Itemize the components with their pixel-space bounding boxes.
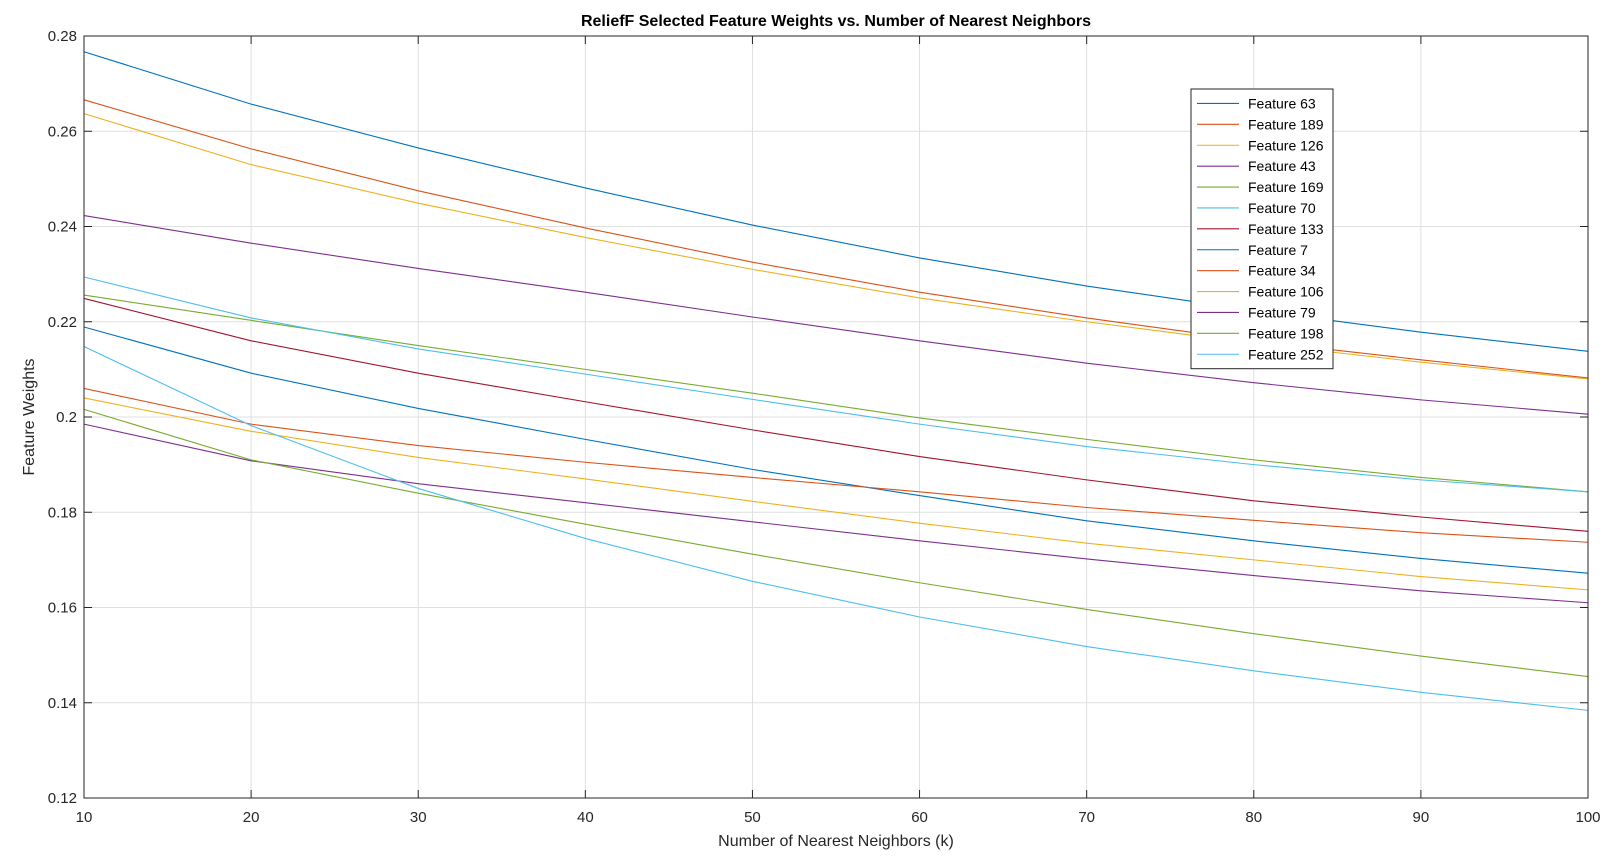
legend-label: Feature 7	[1248, 242, 1308, 258]
legend-label: Feature 169	[1248, 179, 1324, 195]
series-line-feature-198	[83, 408, 1589, 678]
series-line-feature-252	[83, 346, 1589, 711]
series-line-feature-79	[83, 423, 1589, 604]
legend-label: Feature 126	[1248, 137, 1324, 153]
x-tick-label: 40	[577, 809, 594, 826]
series-line-feature-126	[83, 113, 1589, 380]
series-line-feature-133	[83, 297, 1589, 532]
legend-label: Feature 79	[1248, 304, 1316, 320]
legend-label: Feature 198	[1248, 325, 1324, 341]
series-line-feature-43	[83, 215, 1589, 415]
legend: Feature 63 Feature 189 Feature 126 Feature …	[1190, 88, 1334, 370]
y-tick-label: 0.12	[48, 790, 77, 807]
y-tick-label: 0.14	[48, 695, 77, 712]
legend-label: Feature 252	[1248, 346, 1324, 362]
series-line-feature-106	[83, 397, 1589, 591]
y-tick-label: 0.2	[56, 409, 77, 426]
y-tick-label: 0.22	[48, 314, 77, 331]
legend-label: Feature 34	[1248, 263, 1316, 279]
y-tick-label: 0.16	[48, 600, 77, 617]
series-line-feature-70	[83, 276, 1589, 493]
x-tick-label: 10	[76, 809, 93, 826]
series-line-feature-189	[83, 99, 1589, 379]
legend-label: Feature 43	[1248, 158, 1316, 174]
y-tick-label: 0.24	[48, 219, 77, 236]
x-axis-label: Number of Nearest Neighbors (k)	[718, 833, 954, 850]
x-tick-label: 80	[1245, 809, 1262, 826]
x-tick-label: 50	[744, 809, 761, 826]
x-tick-label: 20	[243, 809, 260, 826]
x-tick-label: 70	[1078, 809, 1095, 826]
legend-label: Feature 63	[1248, 95, 1316, 111]
legend-label: Feature 70	[1248, 200, 1316, 216]
y-tick-label: 0.26	[48, 123, 77, 140]
series-line-feature-63	[83, 51, 1589, 352]
x-tick-label: 90	[1413, 809, 1430, 826]
series-line-feature-7	[83, 326, 1589, 574]
y-tick-label: 0.18	[48, 504, 77, 521]
chart-title: ReliefF Selected Feature Weights vs. Num…	[581, 13, 1091, 30]
series-line-feature-34	[83, 387, 1589, 543]
series-lines	[83, 51, 1589, 711]
x-tick-label: 30	[410, 809, 427, 826]
legend-label: Feature 106	[1248, 284, 1324, 300]
y-axis-label: Feature Weights	[21, 358, 38, 475]
axis-ticks: 10 20 30 40 50 60 70 80 90 100 0.12 0.14 0.16 0.18 0.2…	[48, 28, 1601, 826]
y-tick-label: 0.28	[48, 28, 77, 45]
legend-label: Feature 133	[1248, 221, 1324, 237]
legend-label: Feature 189	[1248, 116, 1324, 132]
x-tick-label: 60	[911, 809, 928, 826]
x-tick-label: 100	[1575, 809, 1600, 826]
